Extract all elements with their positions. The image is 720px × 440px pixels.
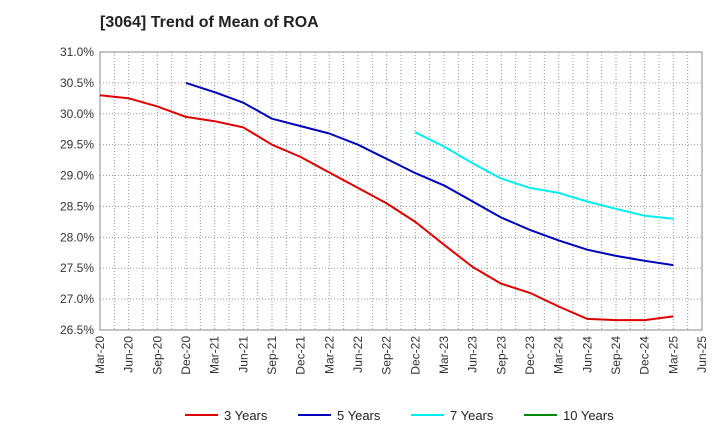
x-tick-label: Mar-23 bbox=[437, 336, 451, 374]
x-tick-label: Jun-21 bbox=[236, 336, 250, 373]
x-tick-label: Dec-23 bbox=[523, 336, 537, 375]
x-tick-label: Mar-22 bbox=[322, 336, 336, 374]
y-tick-label: 28.0% bbox=[60, 230, 94, 244]
x-tick-label: Dec-24 bbox=[638, 336, 652, 375]
x-tick-label: Jun-25 bbox=[695, 336, 709, 373]
chart-title: [3064] Trend of Mean of ROA bbox=[100, 14, 319, 31]
y-tick-label: 26.5% bbox=[60, 323, 94, 337]
x-tick-label: Jun-23 bbox=[466, 336, 480, 373]
x-tick-label: Jun-20 bbox=[122, 336, 136, 373]
plot-area-border bbox=[99, 51, 703, 331]
y-tick-label: 30.0% bbox=[60, 107, 94, 121]
x-tick-label: Sep-20 bbox=[150, 336, 164, 375]
x-tick-label: Jun-24 bbox=[580, 336, 594, 373]
y-tick-label: 31.0% bbox=[60, 45, 94, 59]
series-line-5-years bbox=[185, 81, 674, 267]
x-tick-label: Mar-20 bbox=[93, 336, 107, 374]
x-tick-label: Mar-21 bbox=[208, 336, 222, 374]
legend-label: 7 Years bbox=[450, 408, 494, 423]
y-tick-label: 29.5% bbox=[60, 138, 94, 152]
y-tick-label: 30.5% bbox=[60, 76, 94, 90]
x-tick-label: Mar-24 bbox=[552, 336, 566, 374]
legend-label: 10 Years bbox=[563, 408, 614, 423]
x-tick-label: Dec-20 bbox=[179, 336, 193, 375]
legend-label: 5 Years bbox=[337, 408, 381, 423]
x-tick-label: Dec-22 bbox=[408, 336, 422, 375]
series-line-7-years bbox=[414, 131, 674, 220]
x-tick-label: Sep-21 bbox=[265, 336, 279, 375]
series-line-3-years bbox=[99, 94, 674, 322]
x-tick-label: Jun-22 bbox=[351, 336, 365, 373]
legend-label: 3 Years bbox=[224, 408, 268, 423]
x-tick-label: Dec-21 bbox=[294, 336, 308, 375]
x-tick-label: Sep-24 bbox=[609, 336, 623, 375]
y-tick-label: 27.0% bbox=[60, 292, 94, 306]
x-tick-label: Sep-23 bbox=[494, 336, 508, 375]
x-tick-label: Sep-22 bbox=[380, 336, 394, 375]
y-tick-label: 29.0% bbox=[60, 169, 94, 183]
x-tick-label: Mar-25 bbox=[666, 336, 680, 374]
y-tick-label: 28.5% bbox=[60, 199, 94, 213]
y-tick-label: 27.5% bbox=[60, 261, 94, 275]
